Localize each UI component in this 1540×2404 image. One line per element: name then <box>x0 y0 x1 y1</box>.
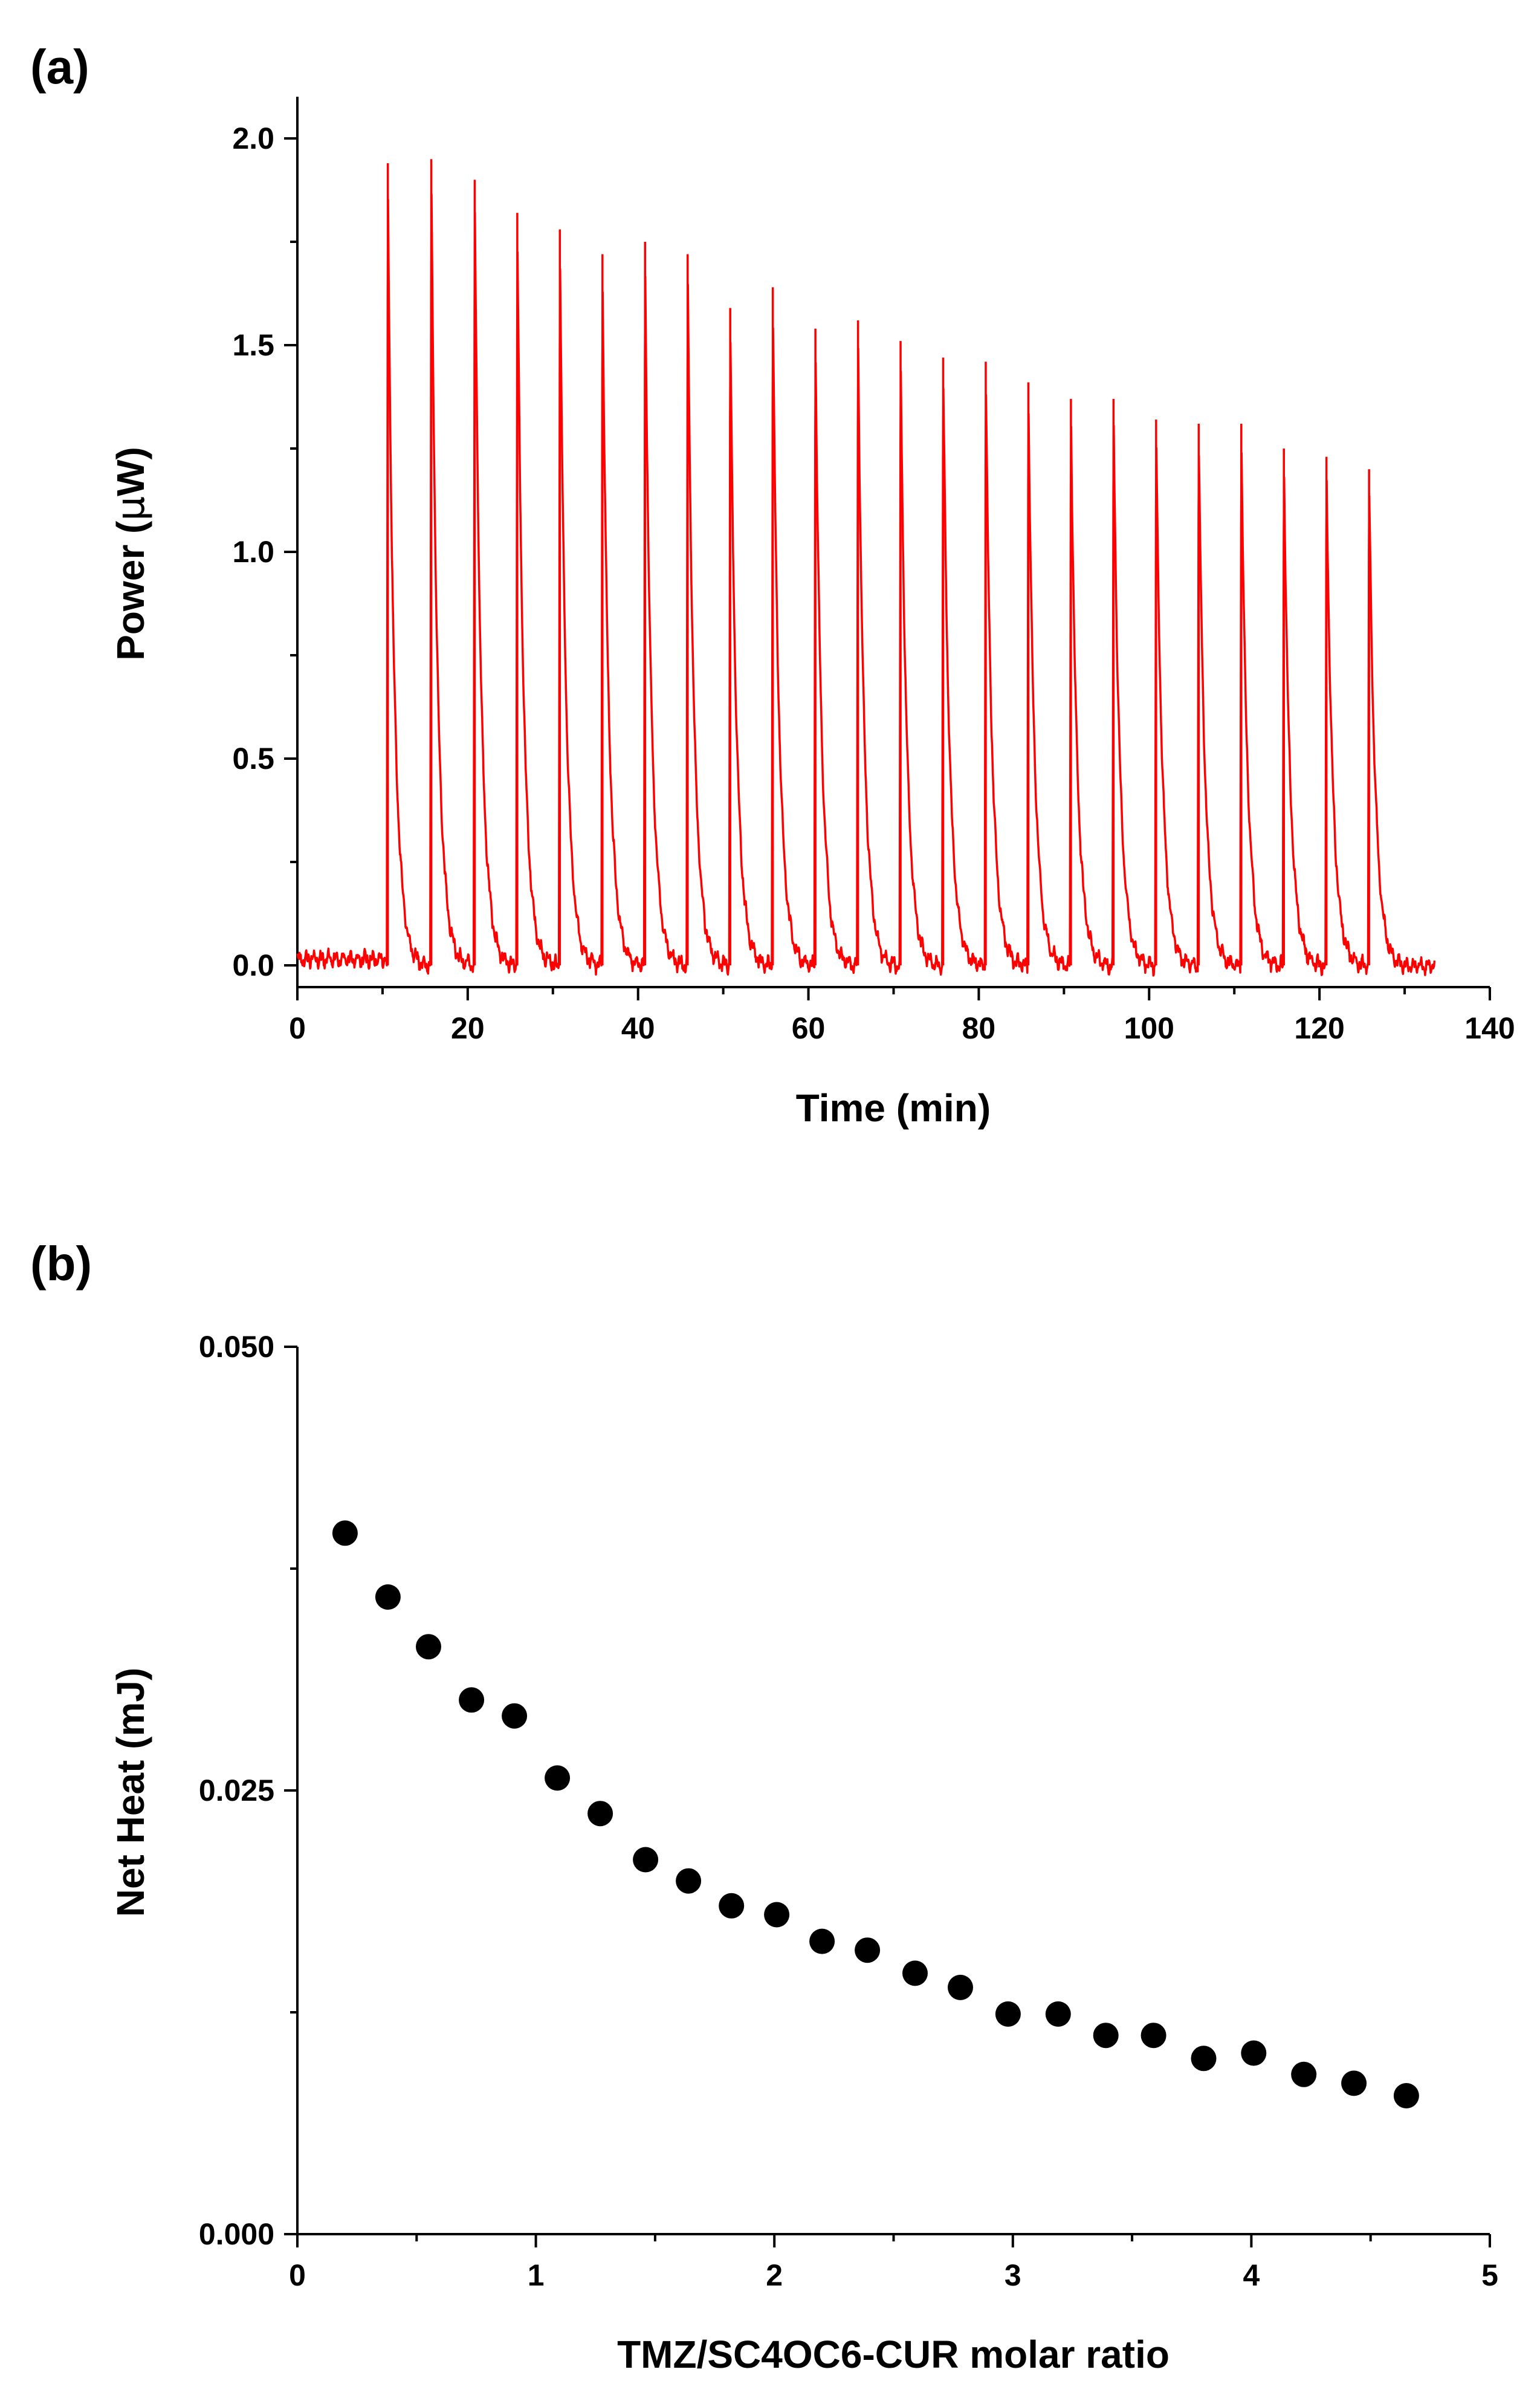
panel-b-data-point <box>633 1847 659 1873</box>
panel-b-data-point <box>1045 2001 1071 2027</box>
panel-b-y-ticks: 0.000 0.025 0.050 <box>199 1330 297 2251</box>
panel-a-x-tick-label: 140 <box>1464 1011 1515 1045</box>
panel-b-data-point <box>1191 2046 1217 2072</box>
panel-a-y-axis-title-suffix: W) <box>109 447 152 496</box>
panel-a-x-tick-label: 20 <box>451 1011 485 1045</box>
panel-b-data-point <box>676 1868 702 1894</box>
panel-b-x-tick-label: 5 <box>1481 2258 1498 2292</box>
panel-a-y-tick-label: 0.5 <box>232 742 274 776</box>
panel-b-y-axis-title: Net Heat (mJ) <box>109 1668 152 1917</box>
panel-a-x-tick-label: 120 <box>1294 1011 1344 1045</box>
panel-b-x-tick-label: 0 <box>289 2258 306 2292</box>
panel-b-data-point <box>1341 2070 1367 2096</box>
panel-a-y-axis-title-prefix: Power ( <box>109 520 152 661</box>
panel-b-data-point <box>1241 2040 1267 2066</box>
panel-b-data-point <box>332 1520 358 1546</box>
panel-b-data-point <box>764 1902 790 1928</box>
panel-a-x-tick-label: 100 <box>1124 1011 1174 1045</box>
panel-b-x-tick-label: 4 <box>1243 2258 1260 2292</box>
panel-b-data-point <box>902 1960 928 1986</box>
panel-b-data-point <box>1393 2083 1419 2108</box>
panel-a-power-trace: (a) 0 20 40 60 80 100 120 140 0.0 0.5 1.0 1.5 2.0 T… <box>30 40 1515 1130</box>
panel-b-data-point <box>416 1634 441 1660</box>
panel-b-data-point <box>995 2001 1021 2027</box>
panel-a-y-tick-label: 0.0 <box>232 948 274 982</box>
panel-b-x-axis-title: TMZ/SC4OC6-CUR molar ratio <box>617 2333 1170 2376</box>
panel-a-y-tick-label: 2.0 <box>232 121 274 155</box>
panel-b-x-ticks: 0 1 2 3 4 5 <box>289 2234 1498 2292</box>
panel-a-x-tick-label: 80 <box>962 1011 996 1045</box>
panel-b-x-tick-label: 2 <box>766 2258 783 2292</box>
panel-b-data-point <box>1291 2061 1317 2087</box>
panel-b-data-point <box>1140 2023 1166 2049</box>
panel-b-data-point <box>948 1974 973 2000</box>
panel-a-y-ticks: 0.0 0.5 1.0 1.5 2.0 <box>232 121 297 982</box>
panel-a-y-axis-title: Power (μW) <box>109 447 154 661</box>
panel-a-y-tick-label: 1.5 <box>232 328 274 362</box>
panel-b-data-point <box>855 1937 881 1963</box>
panel-b-data-point <box>459 1687 485 1713</box>
panel-b-y-tick-label: 0.025 <box>199 1774 274 1807</box>
panel-b-data-point <box>502 1703 528 1729</box>
panel-a-x-tick-label: 60 <box>792 1011 826 1045</box>
panel-b-net-heat: (b) 0 1 2 3 4 5 0.000 0.025 0.050 TMZ/SC4OC6-CU… <box>30 1237 1498 2376</box>
panel-b-data-point <box>809 1928 835 1954</box>
panel-a-injection-peaks <box>386 159 1370 965</box>
panel-a-x-tick-label: 40 <box>621 1011 655 1045</box>
panel-b-y-tick-label: 0.050 <box>199 1330 274 1364</box>
panel-a-x-tick-label: 0 <box>289 1011 306 1045</box>
panel-b-data-point <box>375 1584 401 1610</box>
panel-a-x-axis-title: Time (min) <box>796 1086 991 1130</box>
panel-b-data-point <box>545 1765 571 1791</box>
panel-b-data-point <box>1093 2023 1119 2049</box>
panel-a-label: (a) <box>30 40 89 94</box>
panel-b-x-tick-label: 3 <box>1005 2258 1021 2292</box>
panel-a-power-trace-line <box>296 193 1436 977</box>
panel-b-label: (b) <box>30 1237 92 1291</box>
panel-a-x-ticks: 0 20 40 60 80 100 120 140 <box>289 987 1515 1045</box>
panel-b-x-tick-label: 1 <box>528 2258 545 2292</box>
panel-a-y-axis-title-mu: μ <box>109 496 154 521</box>
panel-b-y-tick-label: 0.000 <box>199 2217 274 2251</box>
panel-b-data-point <box>587 1801 613 1827</box>
panel-a-y-tick-label: 1.0 <box>232 535 274 569</box>
panel-b-data-points <box>332 1520 1419 2108</box>
panel-b-data-point <box>719 1893 745 1919</box>
